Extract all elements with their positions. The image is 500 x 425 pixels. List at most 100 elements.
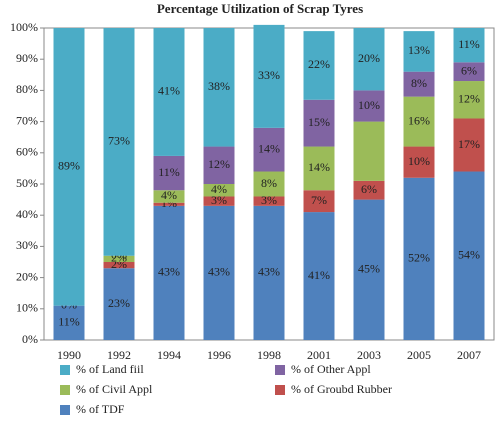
y-tick-label: 0%	[22, 332, 38, 346]
bar-segment	[403, 96, 435, 147]
bar-segment	[203, 146, 235, 184]
x-tick-label: 1998	[257, 348, 281, 362]
bar-segment	[353, 90, 385, 122]
data-label: 52%	[408, 251, 430, 265]
data-label: 15%	[308, 115, 330, 129]
data-label: 13%	[408, 43, 430, 57]
bar-segment	[153, 202, 185, 206]
data-label: 8%	[261, 176, 277, 190]
data-label: 11%	[58, 315, 80, 329]
bar-segment	[403, 146, 435, 178]
bar-segment	[103, 262, 135, 269]
bar-segment	[103, 28, 135, 256]
legend-swatch	[60, 405, 70, 415]
bar-segment	[353, 121, 385, 181]
data-label: 41%	[308, 268, 330, 282]
data-label: 20%	[358, 51, 380, 65]
bar-segment	[303, 146, 335, 191]
data-label: 23%	[108, 296, 130, 310]
y-tick-label: 70%	[16, 113, 38, 127]
legend-label: % of Land fiil	[76, 362, 144, 376]
data-label: 38%	[208, 79, 230, 93]
data-label: 73%	[108, 134, 130, 148]
bar-segment	[103, 255, 135, 262]
x-tick-label: 1994	[157, 348, 181, 362]
data-label: 17%	[458, 137, 480, 151]
data-label: 43%	[258, 265, 280, 279]
data-label: 54%	[458, 248, 480, 262]
data-label: 4%	[211, 182, 227, 196]
bar-segment	[303, 31, 335, 100]
bar-segment	[453, 81, 485, 119]
bar-segment	[203, 205, 235, 340]
data-label: 14%	[258, 141, 280, 155]
data-label: 12%	[458, 92, 480, 106]
data-label: 4%	[161, 188, 177, 202]
data-label: 16%	[408, 113, 430, 127]
bar-segment	[203, 28, 235, 147]
x-tick-label: 1990	[57, 348, 81, 362]
x-tick-label: 1992	[107, 348, 131, 362]
bar-segment	[453, 171, 485, 340]
data-label: 10%	[358, 98, 380, 112]
bar-segment	[53, 28, 85, 306]
data-label: 14%	[308, 160, 330, 174]
bar-segment	[253, 127, 285, 172]
legend-label: % of TDF	[76, 402, 125, 416]
legend-label: % of Civil Appl	[76, 382, 153, 396]
data-label: 10%	[408, 154, 430, 168]
bar-segment	[403, 71, 435, 97]
data-label: 43%	[158, 265, 180, 279]
bar-segment	[253, 205, 285, 340]
bar-segment	[453, 28, 485, 63]
y-tick-label: 50%	[16, 176, 38, 190]
bar-segment	[353, 180, 385, 200]
legend-swatch	[60, 385, 70, 395]
bar-segment	[103, 268, 135, 340]
x-tick-label: 1996	[207, 348, 231, 362]
bar-segment	[353, 28, 385, 91]
y-tick-label: 20%	[16, 269, 38, 283]
bar-segment	[403, 31, 435, 72]
bar-segment	[253, 24, 285, 128]
bar-segment	[303, 99, 335, 147]
y-tick-label: 80%	[16, 82, 38, 96]
data-label: 41%	[158, 84, 180, 98]
legend-swatch	[275, 365, 285, 375]
bar-segment	[453, 118, 485, 172]
data-label: 7%	[311, 193, 327, 207]
bar-segment	[253, 171, 285, 197]
bar-segment	[203, 196, 235, 206]
bar-segment	[153, 190, 185, 203]
y-tick-label: 40%	[16, 207, 38, 221]
y-tick-label: 60%	[16, 145, 38, 159]
bar-segment	[153, 205, 185, 340]
bar-segment	[303, 212, 335, 340]
bar-segment	[203, 184, 235, 197]
bar-segment	[53, 305, 85, 340]
bar-segment	[453, 62, 485, 82]
legend-label: % of Groubd Rubber	[291, 382, 392, 396]
data-label: 12%	[208, 157, 230, 171]
data-label: 33%	[258, 68, 280, 82]
data-label: 6%	[461, 63, 477, 77]
chart-title: Percentage Utilization of Scrap Tyres	[157, 1, 363, 16]
legend-swatch	[60, 365, 70, 375]
x-tick-label: 2005	[407, 348, 431, 362]
y-tick-label: 100%	[10, 20, 38, 34]
data-label: 43%	[208, 265, 230, 279]
y-tick-label: 30%	[16, 238, 38, 252]
data-label: 22%	[308, 57, 330, 71]
y-tick-label: 10%	[16, 301, 38, 315]
legend-swatch	[275, 385, 285, 395]
data-label: 8%	[411, 76, 427, 90]
bar-segment	[153, 28, 185, 156]
x-tick-label: 2003	[357, 348, 381, 362]
data-label: 6%	[361, 182, 377, 196]
data-label: 45%	[358, 262, 380, 276]
x-tick-label: 2007	[457, 348, 481, 362]
data-label: 11%	[458, 37, 480, 51]
data-label: 89%	[58, 159, 80, 173]
x-tick-label: 2001	[307, 348, 331, 362]
